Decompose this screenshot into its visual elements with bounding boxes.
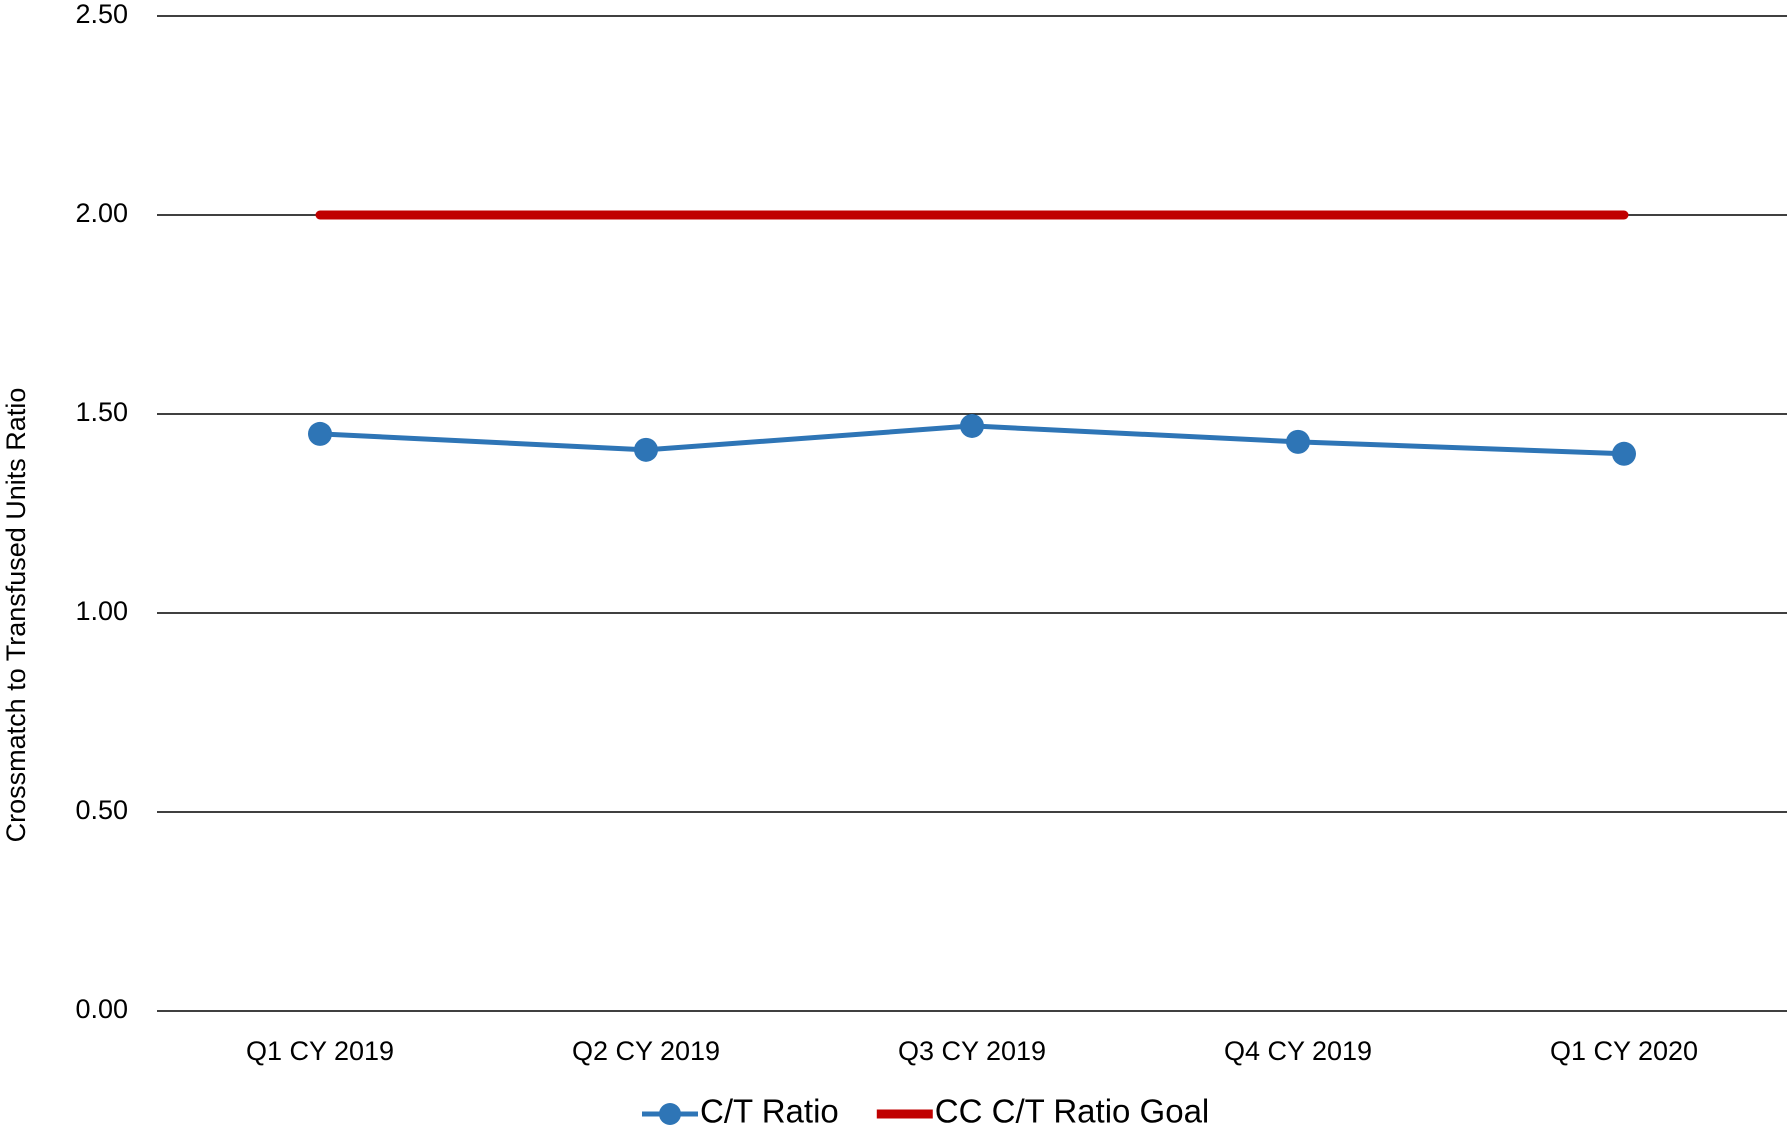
legend-label: CC C/T Ratio Goal — [935, 1093, 1209, 1130]
y-tick-label: 2.00 — [75, 198, 128, 228]
y-axis-label: Crossmatch to Transfused Units Ratio — [1, 388, 31, 843]
y-tick-label: 2.50 — [75, 0, 128, 29]
data-point — [1612, 441, 1636, 466]
legend-marker — [659, 1103, 681, 1125]
y-tick-label: 1.00 — [75, 596, 128, 626]
x-tick-label: Q1 CY 2020 — [1550, 1036, 1698, 1066]
x-tick-label: Q3 CY 2019 — [898, 1036, 1046, 1066]
legend-label: C/T Ratio — [700, 1093, 839, 1130]
x-tick-label: Q4 CY 2019 — [1224, 1036, 1372, 1066]
data-point — [960, 413, 984, 438]
data-point — [308, 421, 332, 446]
x-tick-label: Q1 CY 2019 — [246, 1036, 394, 1066]
legend: C/T Ratio CC C/T Ratio Goal — [642, 1093, 1209, 1130]
data-point — [634, 437, 658, 462]
x-tick-label: Q2 CY 2019 — [572, 1036, 720, 1066]
data-point — [1286, 429, 1310, 454]
y-tick-label: 0.50 — [75, 795, 128, 825]
y-tick-label: 0.00 — [75, 994, 128, 1024]
y-tick-label: 1.50 — [75, 397, 128, 427]
